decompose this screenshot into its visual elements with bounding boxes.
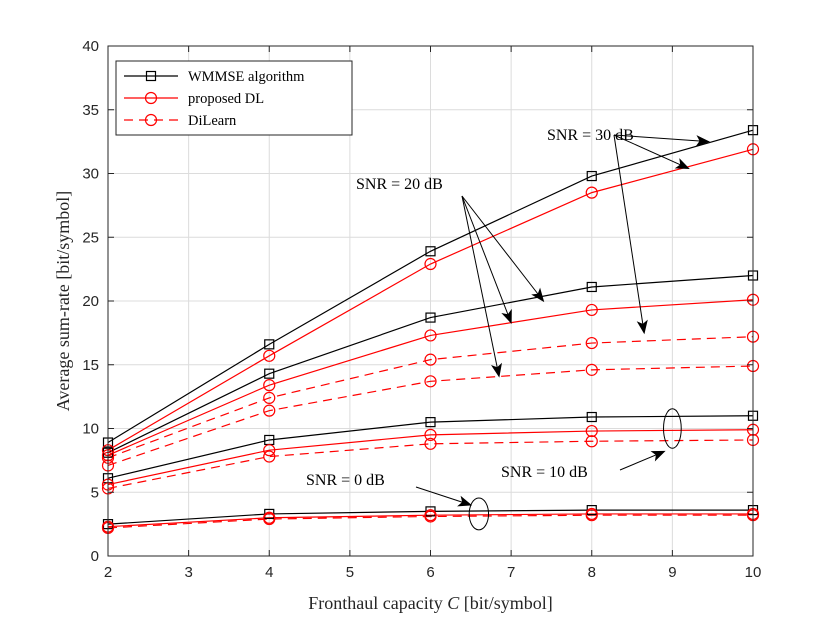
data-point-marker [424, 329, 437, 342]
series-line [107, 299, 754, 456]
data-point-marker [425, 246, 436, 257]
annotation-arrow [613, 134, 711, 147]
data-point-marker [264, 339, 275, 350]
legend-label: WMMSE algorithm [188, 69, 305, 85]
x-tick-label: 6 [426, 564, 434, 581]
annotation-label: SNR = 10 dB [501, 464, 588, 481]
annotation-arrow [461, 195, 545, 303]
y-tick-label: 30 [82, 166, 99, 183]
data-point-marker [585, 509, 598, 522]
annotation-arrow [613, 134, 648, 335]
series-line [107, 148, 754, 451]
series-lines [107, 129, 754, 529]
data-point-marker [263, 512, 276, 526]
data-point-marker [585, 336, 598, 350]
data-point-marker [263, 450, 276, 463]
legend-label: DiLearn [188, 113, 237, 129]
legend-marker [145, 70, 157, 82]
annotation-label: SNR = 20 dB [356, 176, 443, 193]
annotation-arrow [415, 486, 473, 507]
x-tick-label: 2 [104, 564, 112, 581]
x-tick-label: 4 [265, 564, 273, 581]
series-line [107, 336, 754, 459]
legend-label: proposed DL [188, 91, 264, 107]
y-tick-label: 10 [82, 421, 99, 438]
series-line [107, 429, 754, 486]
legend: WMMSE algorithm proposed DL DiLearn [115, 60, 353, 136]
y-tick-label: 35 [82, 102, 99, 119]
y-axis-label: Average sum-rate [bit/symbol] [53, 191, 73, 412]
axes-frame [107, 45, 754, 557]
data-point-marker [585, 303, 598, 317]
y-tick-label: 25 [82, 229, 99, 246]
y-tick-label: 5 [91, 484, 99, 501]
data-point-marker [585, 424, 598, 438]
x-tick-label: 8 [588, 564, 596, 581]
data-point-marker [585, 186, 598, 199]
x-tick-label: 5 [346, 564, 354, 581]
data-point-marker [424, 510, 437, 523]
data-point-marker [586, 170, 597, 182]
y-tick-label: 40 [82, 38, 99, 55]
x-tick-label: 7 [507, 564, 515, 581]
data-point-marker [585, 363, 598, 376]
annotation-arrow [461, 195, 502, 378]
data-point-marker [585, 435, 598, 448]
data-point-marker [263, 444, 276, 457]
data-point-marker [586, 281, 597, 293]
x-tick-label: 10 [745, 564, 762, 581]
series-line [107, 129, 754, 444]
group-ellipse [663, 408, 682, 449]
data-point-marker [425, 417, 436, 428]
y-tick-label: 20 [82, 293, 99, 310]
series-line [107, 513, 753, 528]
x-tick-label: 3 [184, 564, 192, 581]
y-tick-label: 0 [91, 548, 99, 565]
data-point-marker [424, 353, 437, 366]
data-point-marker [586, 411, 597, 423]
legend-marker [144, 91, 158, 105]
series-line [107, 439, 754, 490]
series-line [107, 415, 754, 479]
data-point-marker [424, 437, 437, 450]
annotation-arrow [619, 450, 666, 471]
y-tick-label: 15 [82, 357, 99, 374]
data-point-marker [425, 312, 436, 323]
data-point-marker [263, 379, 276, 392]
data-point-marker [424, 428, 437, 441]
group-ellipse [468, 497, 490, 531]
legend-marker [144, 113, 158, 127]
x-axis-label: Fronthaul capacity C [bit/symbol] [308, 593, 552, 613]
data-point-marker [263, 349, 276, 362]
x-tick-label: 9 [668, 564, 676, 581]
annotation-arrow [613, 134, 690, 169]
series-line [107, 365, 754, 467]
annotation-arrow [461, 195, 512, 324]
series-line [107, 274, 754, 454]
data-point-marker [263, 391, 276, 404]
data-point-marker [424, 257, 437, 271]
data-point-marker [264, 368, 275, 379]
annotations: SNR = 30 dB SNR = 20 dB SNR = 10 dB SNR = 0… [306, 127, 711, 531]
data-point-marker [424, 375, 437, 388]
data-point-marker [263, 404, 276, 417]
annotation-label: SNR = 0 dB [306, 472, 385, 489]
annotation-label: SNR = 30 dB [547, 127, 634, 144]
tick-labels: 2 3 4 5 6 7 8 9 10 0 5 10 15 20 25 30 35 40 [82, 38, 761, 581]
